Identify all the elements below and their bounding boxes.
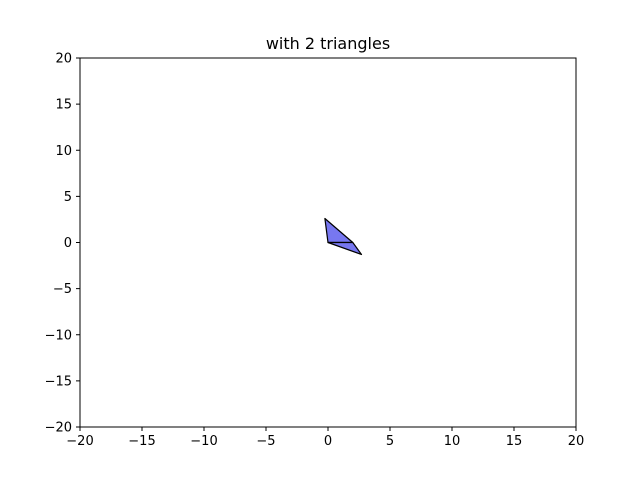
chart-title: with 2 triangles xyxy=(266,34,390,53)
y-tick-label: −10 xyxy=(45,328,72,343)
y-tick-label: −20 xyxy=(45,421,72,436)
x-tick-label: 5 xyxy=(386,434,394,449)
y-tick-label: 10 xyxy=(55,144,72,159)
y-tick-label: 15 xyxy=(55,98,72,113)
y-axis: −20 −15 −10 −5 0 5 10 15 20 xyxy=(45,52,80,436)
x-tick-label: −20 xyxy=(66,434,93,449)
x-axis: −20 −15 −10 −5 0 5 10 15 20 xyxy=(66,427,584,449)
x-tick-label: 20 xyxy=(568,434,585,449)
x-tick-label: 0 xyxy=(324,434,332,449)
x-tick-label: −5 xyxy=(256,434,275,449)
x-tick-label: −15 xyxy=(128,434,155,449)
x-tick-label: 15 xyxy=(506,434,523,449)
triangles-layer xyxy=(324,217,363,256)
triangle-1 xyxy=(324,217,354,244)
y-tick-label: −5 xyxy=(53,282,72,297)
y-tick-label: 20 xyxy=(55,52,72,67)
y-tick-label: 0 xyxy=(64,236,72,251)
x-tick-label: 10 xyxy=(444,434,461,449)
x-tick-label: −10 xyxy=(190,434,217,449)
y-tick-label: 5 xyxy=(64,190,72,205)
triangle-2 xyxy=(327,241,363,256)
y-tick-label: −15 xyxy=(45,374,72,389)
